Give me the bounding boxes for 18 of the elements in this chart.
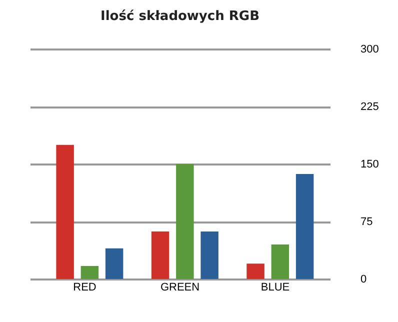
y-tick-label: 0 [360, 274, 367, 286]
x-tick-label: RED [73, 282, 96, 294]
y-tick-label: 225 [360, 101, 379, 113]
y-tick-label: 150 [360, 158, 379, 170]
bar [296, 174, 314, 279]
bar [105, 248, 124, 279]
bar [200, 231, 218, 279]
x-tick-label: GREEN [160, 282, 200, 294]
bar [56, 144, 74, 279]
x-tick-label: BLUE [260, 282, 290, 294]
y-tick-label: 75 [360, 216, 373, 228]
bar [151, 231, 170, 279]
y-tick-label: 300 [360, 44, 379, 56]
bar [271, 244, 290, 279]
bar [246, 264, 264, 279]
chart-title: Ilość składowych RGB [100, 9, 260, 24]
bar [80, 266, 99, 279]
bar [176, 164, 194, 279]
